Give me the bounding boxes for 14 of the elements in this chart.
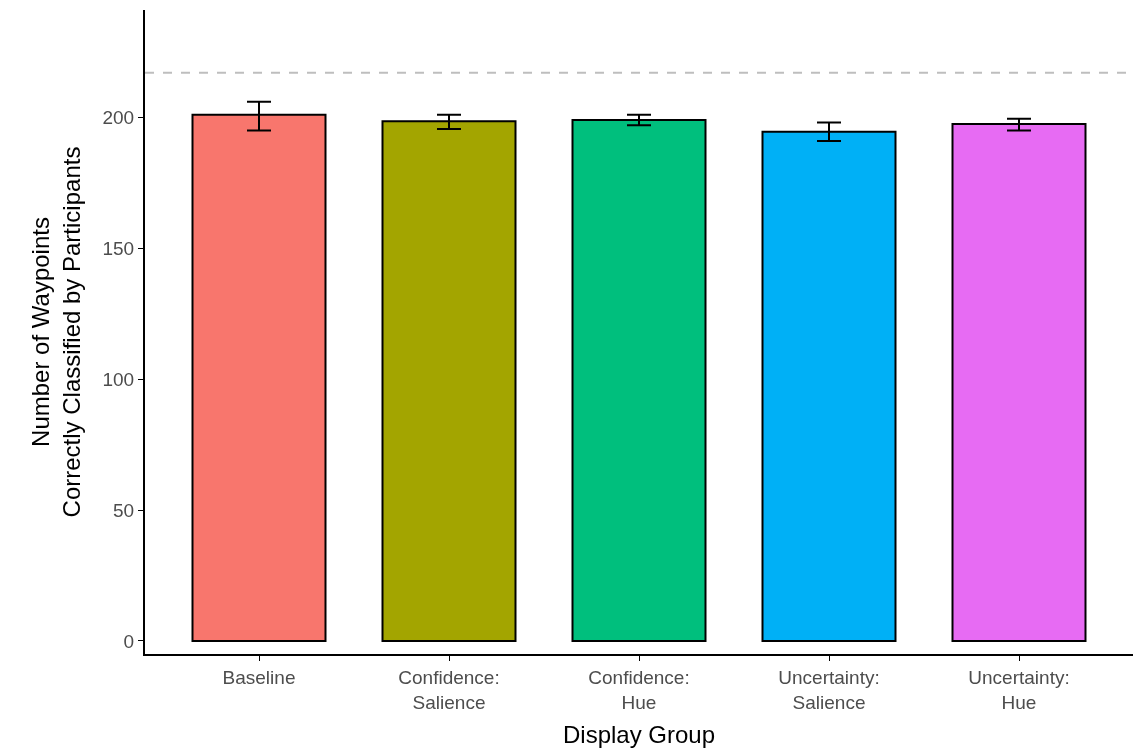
- x-tick-label: Baseline: [222, 666, 296, 688]
- y-tick-label: 100: [102, 368, 135, 390]
- x-tick-label: Uncertainty: Salience: [778, 666, 880, 713]
- bar: [951, 122, 1087, 642]
- y-tick-label: 200: [102, 106, 135, 128]
- y-axis-title: Number of Waypoints Correctly Classified by Participants: [26, 146, 86, 518]
- x-axis-title: Display Group: [562, 721, 716, 749]
- y-tick-label: 50: [113, 499, 135, 521]
- y-tick-label: 150: [102, 237, 135, 259]
- x-tick-label: Confidence: Salience: [398, 666, 500, 713]
- bar: [571, 118, 707, 642]
- x-tick-label: Uncertainty: Hue: [968, 666, 1070, 713]
- y-tick-label: 0: [123, 630, 135, 652]
- x-tick-label: Confidence: Hue: [588, 666, 690, 713]
